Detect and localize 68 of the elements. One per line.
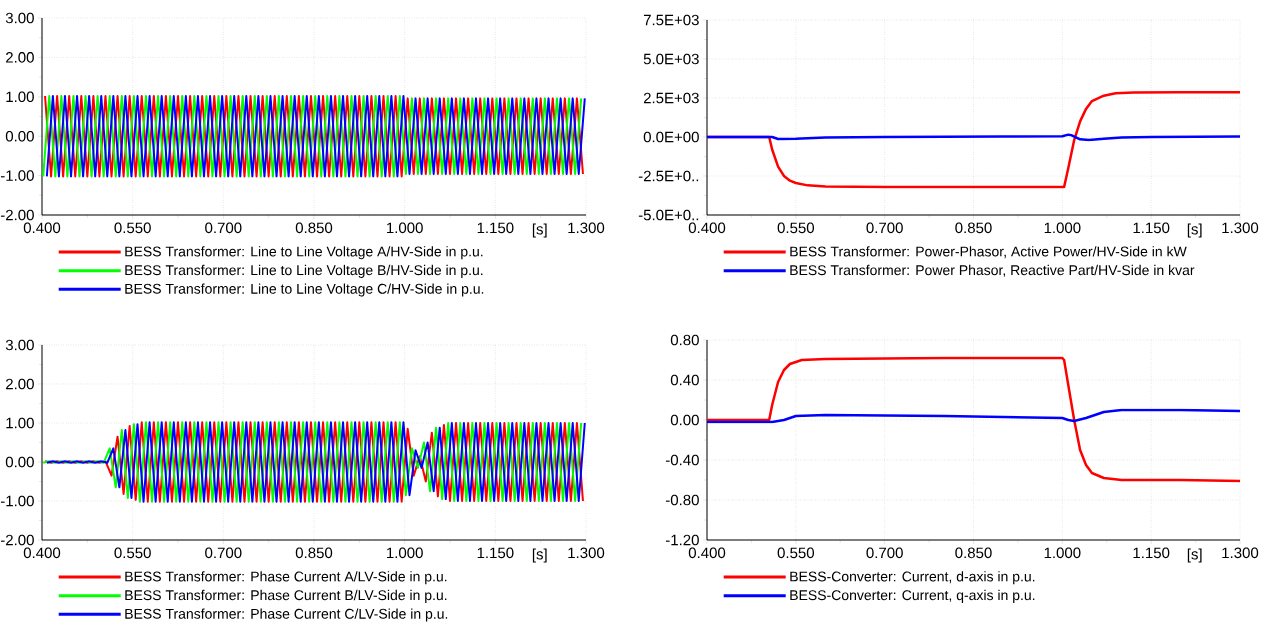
y-tick-label: 1.00	[6, 91, 34, 103]
y-tick-label: 0.0E+00	[643, 131, 699, 143]
y-tick-label: -2.5E+0..	[638, 170, 699, 182]
legend-label: BESS Transformer: Power-Phasor, Active Power/HV-Side in kW	[790, 246, 1187, 259]
x-tick-label: 1.150	[477, 222, 514, 234]
x-tick-label: 0.400	[688, 547, 726, 559]
x-axis-title: [s]	[1187, 223, 1202, 238]
x-tick-label: 0.850	[955, 547, 992, 559]
y-tick-label: 7.5E+03	[643, 14, 699, 26]
x-tick-label: 1.000	[387, 222, 423, 234]
y-tick-label: 2.00	[6, 52, 34, 63]
x-tick-label: 1.150	[1133, 547, 1170, 559]
x-tick-label: 1.000	[1044, 547, 1081, 559]
x-tick-label: 1.300	[568, 547, 605, 559]
y-tick-label: 5.0E+03	[643, 53, 699, 65]
y-tick-label: -1.00	[0, 170, 34, 181]
x-tick-label: 1.300	[568, 222, 605, 234]
legend-label: BESS-Converter: Current, q-axis in p.u.	[790, 589, 1035, 603]
y-tick-label: -2.00	[0, 209, 34, 221]
x-tick-label: 0.700	[866, 547, 903, 559]
y-tick-label: 0.40	[670, 374, 699, 386]
y-tick-label: -1.20	[665, 534, 699, 546]
x-tick-label: 0.550	[114, 547, 151, 559]
x-tick-label: 0.850	[955, 222, 992, 234]
x-tick-label: 1.300	[1222, 222, 1259, 234]
x-tick-label: 1.150	[477, 547, 514, 559]
x-tick-label: 0.550	[777, 547, 815, 559]
x-tick-label: 1.300	[1222, 547, 1259, 559]
x-tick-label: 1.150	[1133, 222, 1170, 234]
legend-label: BESS Transformer: Phase Current C/LV-Side in p.u.	[125, 608, 448, 622]
x-tick-label: 0.400	[23, 222, 61, 234]
y-tick-label: -0.40	[665, 454, 699, 466]
x-tick-label: 0.400	[23, 547, 61, 559]
y-tick-label: 3.00	[5, 12, 34, 24]
x-tick-label: 0.400	[688, 222, 726, 234]
y-tick-label: 0.00	[670, 414, 699, 426]
x-tick-label: 0.700	[205, 222, 242, 234]
x-axis-title: [s]	[532, 548, 547, 563]
legend-label: BESS-Converter: Current, d-axis in p.u.	[790, 571, 1035, 585]
line-series	[707, 408, 1240, 424]
y-tick-label: -5.0E+0..	[638, 209, 699, 221]
x-tick-label: 0.550	[777, 222, 815, 234]
x-tick-label: 1.000	[1044, 222, 1081, 234]
x-axis-title: [s]	[1187, 548, 1202, 563]
legend-label: BESS Transformer: Phase Current A/LV-Side in p.u.	[125, 571, 447, 585]
y-tick-label: -1.00	[0, 495, 34, 507]
y-tick-label: 2.00	[6, 378, 34, 390]
line-series	[707, 356, 1240, 483]
legend-label: BESS Transformer: Line to Line Voltage B/HV-Side in p.u.	[125, 264, 483, 278]
x-tick-label: 0.700	[205, 547, 242, 559]
y-tick-label: 0.00	[5, 456, 34, 468]
x-axis-title: [s]	[532, 223, 547, 238]
y-tick-label: -2.00	[0, 534, 34, 546]
y-tick-label: -0.80	[665, 494, 699, 506]
x-tick-label: 0.850	[295, 222, 333, 234]
y-tick-label: 2.5E+03	[643, 92, 699, 104]
y-tick-label: 0.80	[670, 334, 699, 346]
x-tick-label: 0.850	[295, 547, 333, 559]
y-tick-label: 3.00	[5, 339, 34, 351]
y-tick-label: 0.00	[5, 130, 34, 142]
legend-label: BESS Transformer: Phase Current B/LV-Side in p.u.	[125, 589, 447, 603]
y-tick-label: 1.00	[6, 417, 34, 429]
legend-label: BESS Transformer: Line to Line Voltage A/HV-Side in p.u.	[125, 246, 483, 260]
x-tick-label: 1.000	[387, 547, 423, 559]
x-tick-label: 0.700	[866, 222, 903, 234]
legend-label: BESS Transformer: Power Phasor, Reactive Part/HV-Side in kvar	[790, 264, 1195, 277]
x-tick-label: 0.550	[114, 222, 151, 234]
legend-label: BESS Transformer: Line to Line Voltage C/HV-Side in p.u.	[125, 283, 484, 297]
